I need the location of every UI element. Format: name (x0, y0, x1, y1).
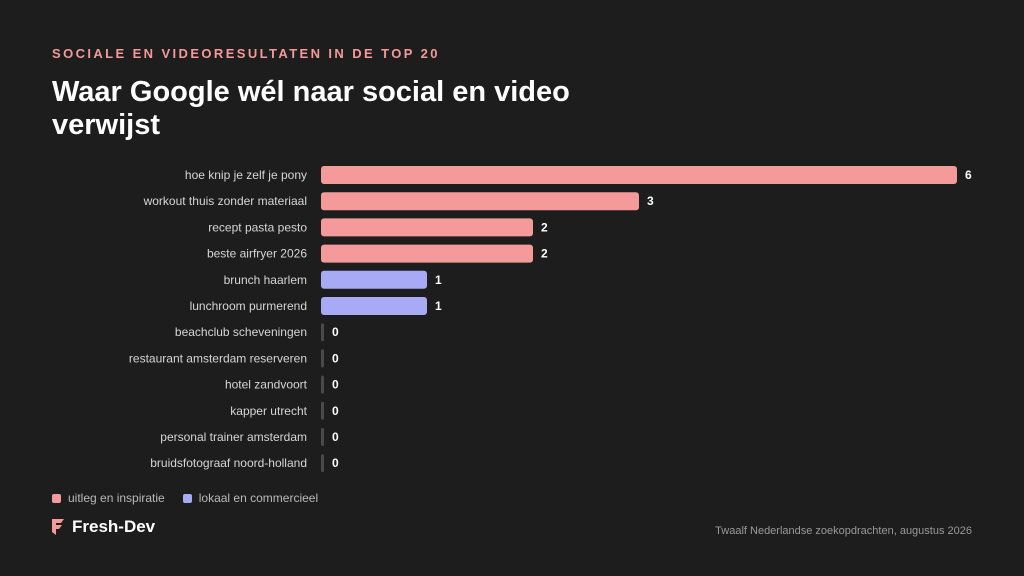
bar-brunch-haarlem (321, 270, 427, 289)
legend-swatch-lokaal (182, 493, 192, 503)
value-label-personal-trainer-amsterdam: 0 (332, 430, 339, 444)
bar-kapper-utrecht (321, 401, 324, 420)
chart-legend: uitleg en inspiratie lokaal en commercie… (52, 491, 336, 505)
category-label-brunch-haarlem: brunch haarlem (224, 273, 307, 287)
value-label-recept-pasta-pesto: 2 (541, 220, 548, 234)
category-label-restaurant-amsterdam-reserveren: restaurant amsterdam reserveren (129, 351, 307, 365)
category-label-workout-thuis-zonder-materiaal: workout thuis zonder materiaal (143, 194, 307, 208)
bar-lunchroom-purmerend (321, 297, 427, 315)
bar-restaurant-amsterdam-reserveren (321, 349, 324, 368)
value-label-hoe-knip-je-zelf-je-pony: 6 (965, 168, 972, 182)
legend-swatch-uitleg (52, 493, 61, 503)
legend-item-uitleg: uitleg en inspiratie (52, 491, 165, 505)
value-label-beachclub-scheveningen: 0 (332, 325, 339, 339)
category-label-bruidsfotograaf-noord-holland: bruidsfotograaf noord-holland (150, 456, 307, 470)
bar-hotel-zandvoort (321, 375, 324, 394)
bar-personal-trainer-amsterdam (321, 428, 324, 446)
legend-label-uitleg: uitleg en inspiratie (68, 491, 165, 505)
category-label-hoe-knip-je-zelf-je-pony: hoe knip je zelf je pony (185, 168, 307, 182)
category-label-recept-pasta-pesto: recept pasta pesto (208, 220, 307, 234)
value-label-workout-thuis-zonder-materiaal: 3 (647, 194, 654, 208)
category-label-beste-airfryer-2026: beste airfryer 2026 (207, 247, 307, 261)
category-label-personal-trainer-amsterdam: personal trainer amsterdam (160, 430, 307, 444)
bar-workout-thuis-zonder-materiaal (321, 192, 639, 211)
fresh-dev-logo-icon (52, 519, 64, 535)
category-label-kapper-utrecht: kapper utrecht (230, 404, 307, 418)
legend-item-lokaal: lokaal en commercieel (182, 491, 319, 505)
bar-bruidsfotograaf-noord-holland (321, 454, 324, 473)
bar-recept-pasta-pesto (321, 218, 533, 237)
value-label-brunch-haarlem: 1 (435, 273, 442, 287)
chart-title: Waar Google wél naar social en video ver… (52, 76, 570, 141)
value-label-kapper-utrecht: 0 (332, 404, 339, 418)
bar-beste-airfryer-2026 (321, 244, 533, 263)
category-label-beachclub-scheveningen: beachclub scheveningen (175, 325, 307, 339)
bar-beachclub-scheveningen (321, 323, 324, 342)
brand-logo: Fresh-Dev (50, 517, 155, 537)
bar-chart: hoe knip je zelf je pony 6 workout thuis z… (129, 166, 972, 473)
chart-footnote: Twaalf Nederlandse zoekopdrachten, augus… (715, 525, 972, 537)
value-label-lunchroom-purmerend: 1 (435, 299, 442, 313)
brand-name: Fresh-Dev (72, 517, 156, 536)
category-label-lunchroom-purmerend: lunchroom purmerend (190, 299, 307, 313)
chart-kicker: SOCIALE EN VIDEORESULTATEN IN DE TOP 20 (52, 46, 440, 61)
legend-label-lokaal: lokaal en commercieel (198, 491, 319, 505)
value-label-bruidsfotograaf-noord-holland: 0 (332, 456, 339, 470)
value-label-hotel-zandvoort: 0 (332, 378, 339, 392)
value-label-restaurant-amsterdam-reserveren: 0 (332, 351, 339, 365)
value-label-beste-airfryer-2026: 2 (541, 247, 548, 261)
bar-hoe-knip-je-zelf-je-pony (321, 166, 957, 184)
category-label-hotel-zandvoort: hotel zandvoort (225, 378, 308, 392)
